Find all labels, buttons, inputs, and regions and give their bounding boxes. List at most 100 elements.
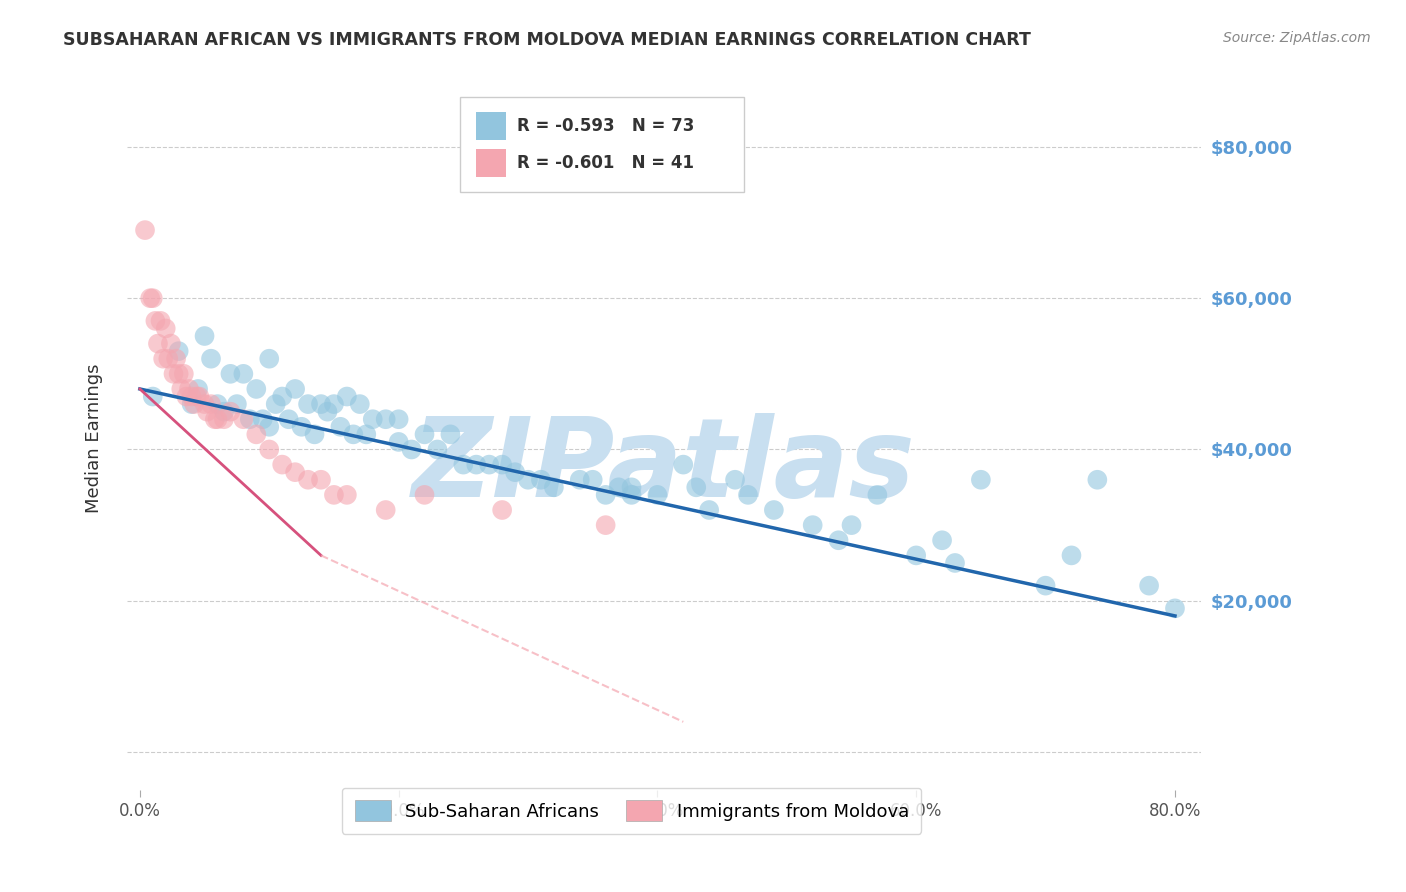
Point: [543, 480, 565, 494]
Point: [620, 480, 643, 494]
Point: [607, 480, 630, 494]
Point: [374, 412, 396, 426]
Point: [257, 351, 280, 366]
Point: [212, 412, 235, 426]
Y-axis label: Median Earnings: Median Earnings: [86, 363, 103, 513]
Point: [207, 412, 229, 426]
Point: [931, 533, 953, 548]
Point: [827, 533, 849, 548]
Point: [1164, 601, 1187, 615]
Point: [284, 465, 307, 479]
Point: [232, 367, 254, 381]
Point: [257, 442, 280, 457]
Point: [271, 458, 294, 472]
Point: [388, 434, 411, 449]
Point: [478, 458, 501, 472]
Point: [176, 390, 198, 404]
Point: [245, 382, 267, 396]
Point: [336, 390, 359, 404]
Point: [139, 291, 162, 305]
Point: [762, 503, 785, 517]
Point: [316, 405, 339, 419]
Point: [361, 412, 384, 426]
Point: [801, 518, 824, 533]
Point: [413, 427, 436, 442]
Point: [297, 473, 319, 487]
Point: [349, 397, 371, 411]
Point: [149, 314, 172, 328]
Point: [257, 419, 280, 434]
Point: [167, 367, 190, 381]
Point: [724, 473, 747, 487]
Point: [401, 442, 423, 457]
Point: [970, 473, 993, 487]
Point: [219, 367, 242, 381]
Point: [271, 390, 294, 404]
Point: [183, 397, 205, 411]
Point: [180, 390, 202, 404]
Point: [323, 397, 346, 411]
Point: [647, 488, 669, 502]
Point: [582, 473, 605, 487]
Point: [943, 556, 966, 570]
Point: [439, 427, 461, 442]
Point: [165, 351, 187, 366]
Point: [309, 473, 332, 487]
Point: [342, 427, 364, 442]
Point: [672, 458, 695, 472]
Point: [277, 412, 299, 426]
Text: R = -0.593   N = 73: R = -0.593 N = 73: [517, 117, 695, 135]
Point: [620, 488, 643, 502]
Point: [356, 427, 378, 442]
Point: [167, 344, 190, 359]
Point: [413, 488, 436, 502]
Point: [426, 442, 449, 457]
Point: [336, 488, 359, 502]
FancyBboxPatch shape: [460, 97, 744, 192]
Point: [374, 503, 396, 517]
Point: [568, 473, 591, 487]
Point: [204, 412, 226, 426]
Point: [207, 397, 229, 411]
Point: [225, 397, 247, 411]
Point: [180, 397, 202, 411]
Point: [297, 397, 319, 411]
Point: [685, 480, 707, 494]
Point: [323, 488, 346, 502]
Point: [503, 465, 526, 479]
Point: [152, 351, 174, 366]
Point: [200, 397, 222, 411]
Point: [188, 390, 211, 404]
Text: R = -0.601   N = 41: R = -0.601 N = 41: [517, 154, 693, 172]
Point: [264, 397, 287, 411]
Point: [193, 397, 215, 411]
Point: [530, 473, 553, 487]
Point: [212, 405, 235, 419]
Point: [517, 473, 540, 487]
Point: [595, 488, 617, 502]
Point: [491, 458, 513, 472]
Point: [145, 314, 167, 328]
Point: [491, 503, 513, 517]
Text: SUBSAHARAN AFRICAN VS IMMIGRANTS FROM MOLDOVA MEDIAN EARNINGS CORRELATION CHART: SUBSAHARAN AFRICAN VS IMMIGRANTS FROM MO…: [63, 31, 1031, 49]
Point: [252, 412, 274, 426]
Point: [245, 427, 267, 442]
Point: [193, 329, 215, 343]
Point: [142, 390, 165, 404]
Point: [170, 382, 193, 396]
Point: [157, 351, 180, 366]
FancyBboxPatch shape: [477, 112, 506, 140]
Point: [329, 419, 352, 434]
Point: [697, 503, 720, 517]
Point: [177, 382, 200, 396]
Point: [173, 367, 195, 381]
Point: [1035, 579, 1057, 593]
Point: [195, 405, 218, 419]
Point: [465, 458, 488, 472]
Legend: Sub-Saharan Africans, Immigrants from Moldova: Sub-Saharan Africans, Immigrants from Mo…: [342, 788, 921, 834]
Point: [219, 405, 242, 419]
Point: [309, 397, 332, 411]
Text: ZIPatlas: ZIPatlas: [412, 413, 915, 520]
Point: [162, 367, 184, 381]
Point: [595, 518, 617, 533]
